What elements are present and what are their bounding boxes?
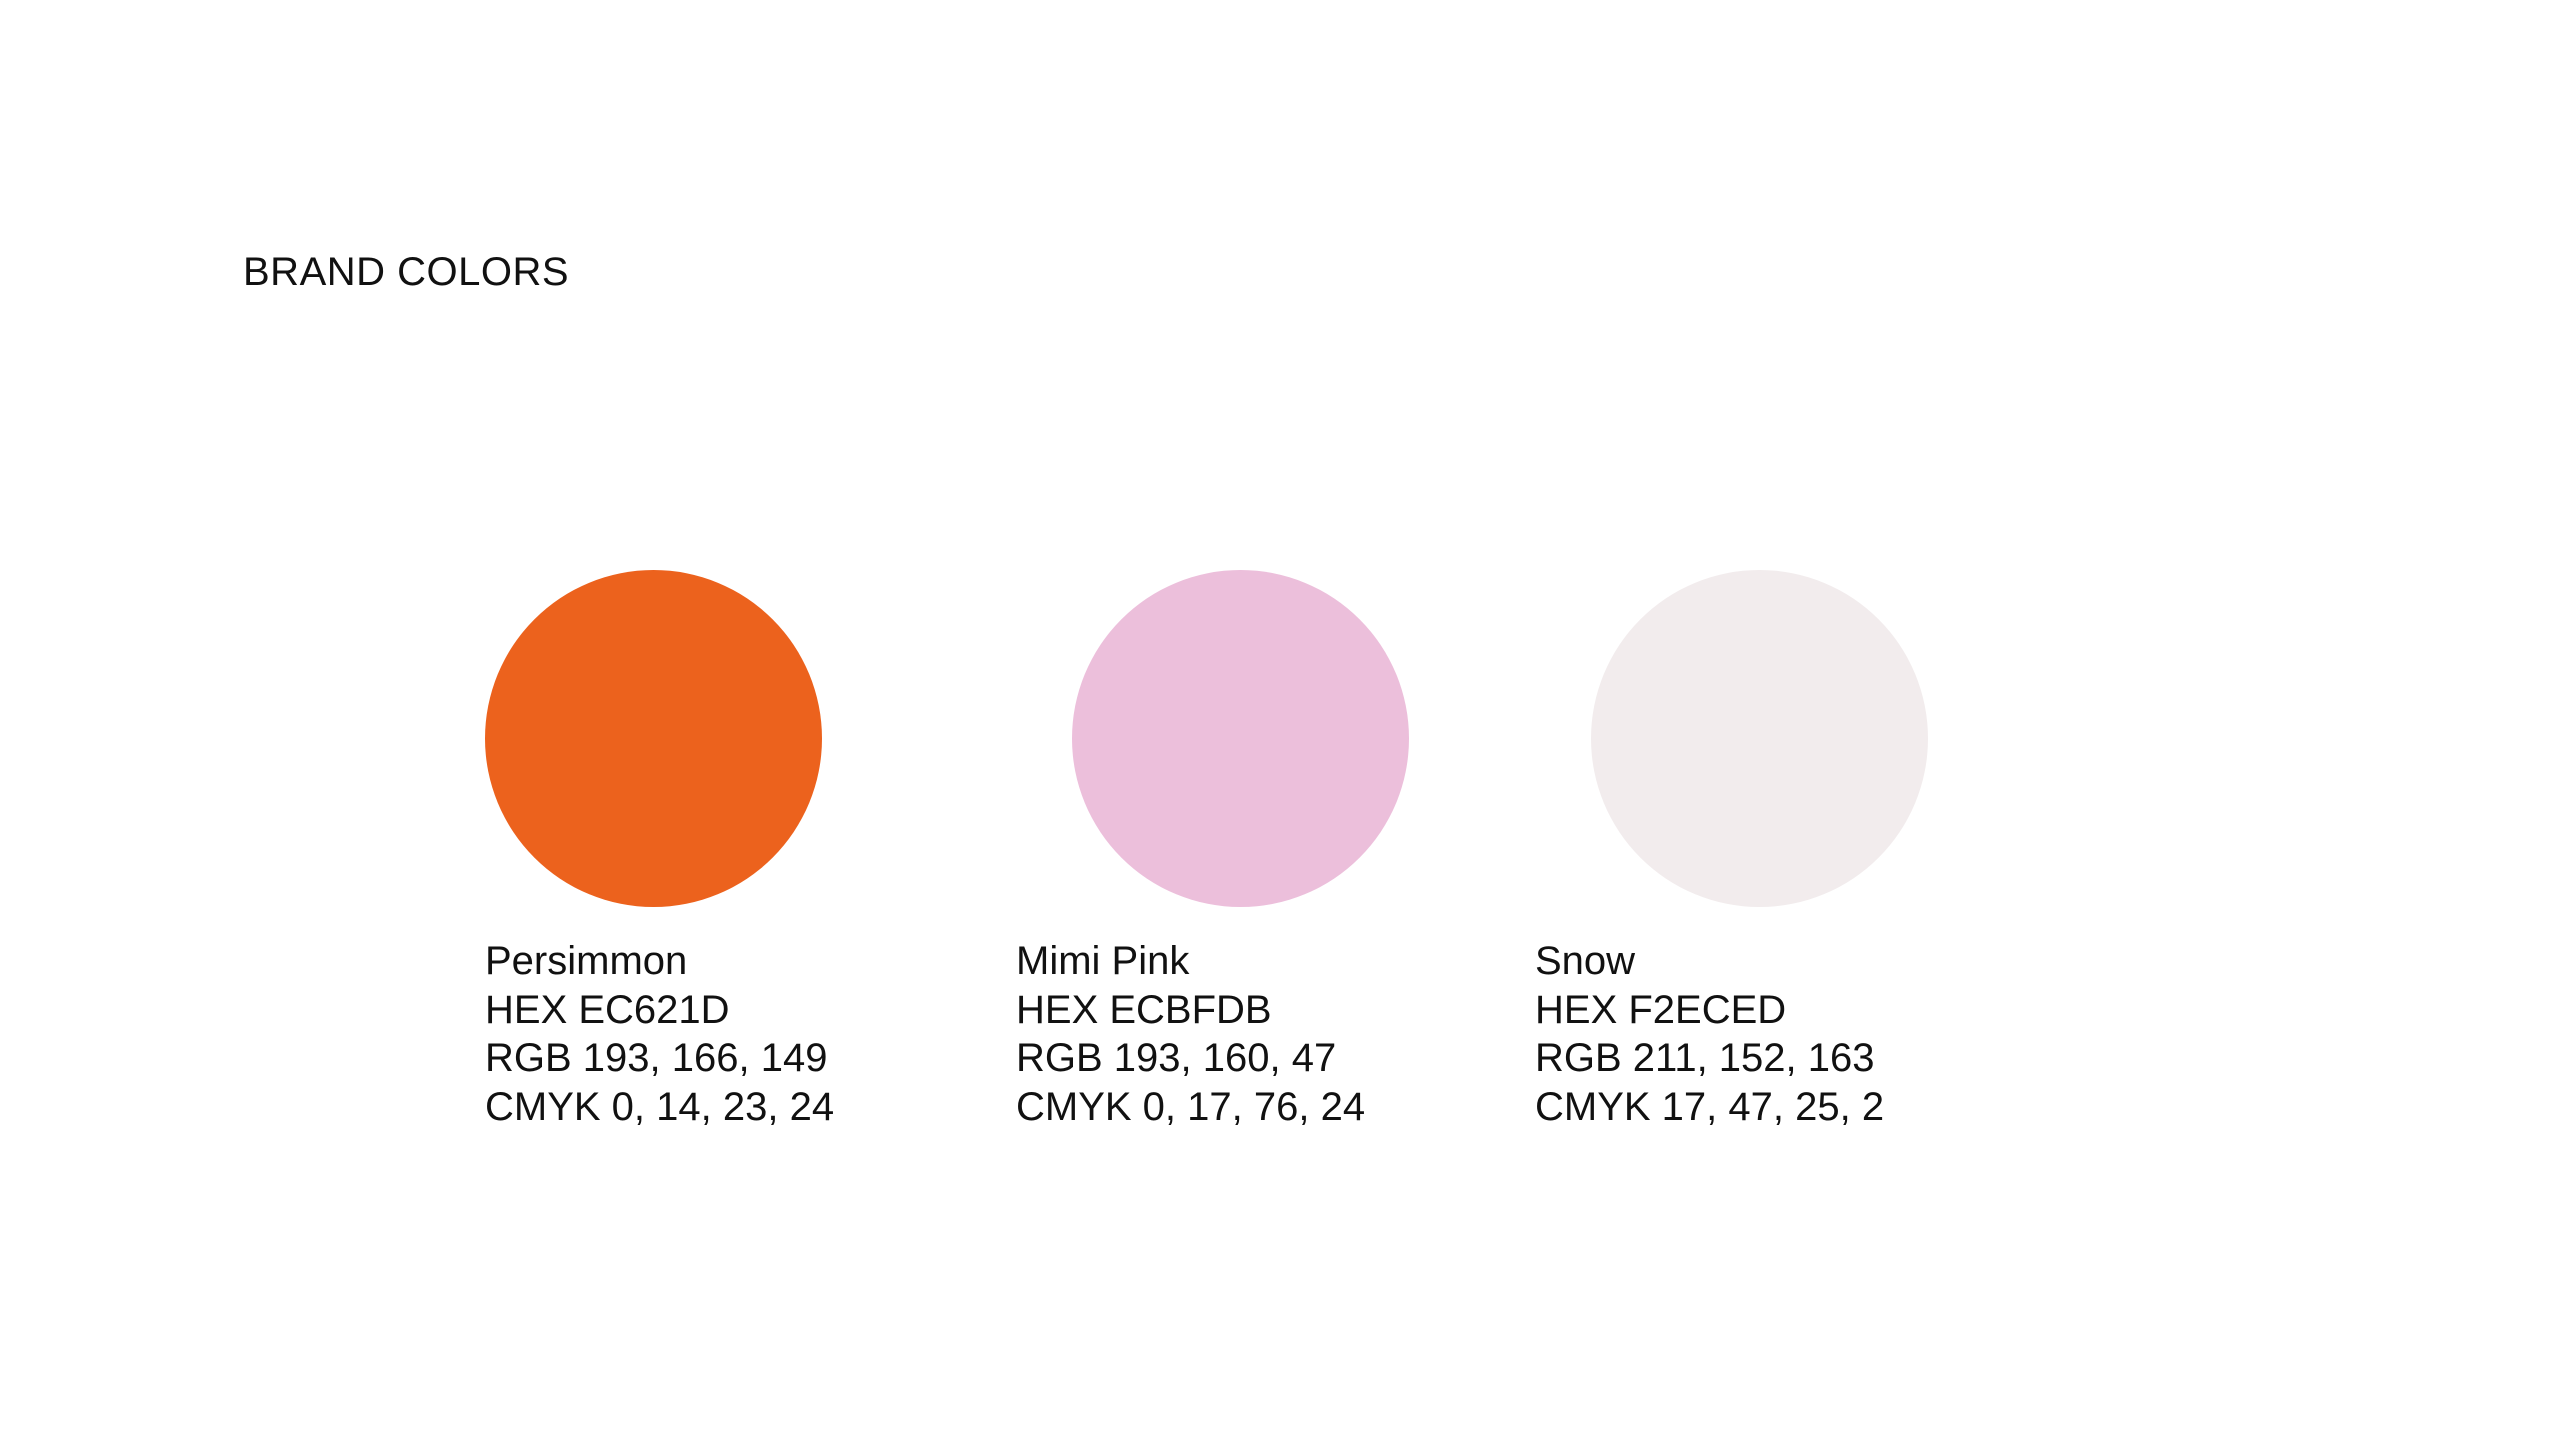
persimmon-swatch bbox=[485, 570, 822, 907]
hex-value: HEX F2ECED bbox=[1535, 987, 1787, 1032]
cmyk-value: CMYK 17, 47, 25, 2 bbox=[1535, 1084, 1885, 1129]
hex-value: HEX EC621D bbox=[485, 987, 730, 1032]
mimi-pink-info: Mimi Pink HEX ECBFDB RGB 193, 160, 47 CM… bbox=[1016, 937, 1365, 1131]
persimmon-info: Persimmon HEX EC621D RGB 193, 166, 149 C… bbox=[485, 937, 834, 1131]
page-title: BRAND COLORS bbox=[243, 250, 570, 294]
rgb-value: RGB 193, 166, 149 bbox=[485, 1036, 828, 1080]
color-name: Mimi Pink bbox=[1016, 939, 1190, 983]
rgb-value: RGB 193, 160, 47 bbox=[1016, 1036, 1337, 1080]
cmyk-value: CMYK 0, 17, 76, 24 bbox=[1016, 1084, 1366, 1129]
hex-value: HEX ECBFDB bbox=[1016, 987, 1272, 1032]
mimi-pink-swatch bbox=[1072, 570, 1409, 907]
snow-info: Snow HEX F2ECED RGB 211, 152, 163 CMYK 1… bbox=[1535, 937, 1884, 1131]
color-name: Persimmon bbox=[485, 939, 688, 983]
cmyk-value: CMYK 0, 14, 23, 24 bbox=[485, 1084, 835, 1129]
color-name: Snow bbox=[1535, 939, 1636, 983]
snow-swatch bbox=[1591, 570, 1928, 907]
rgb-value: RGB 211, 152, 163 bbox=[1535, 1036, 1875, 1080]
